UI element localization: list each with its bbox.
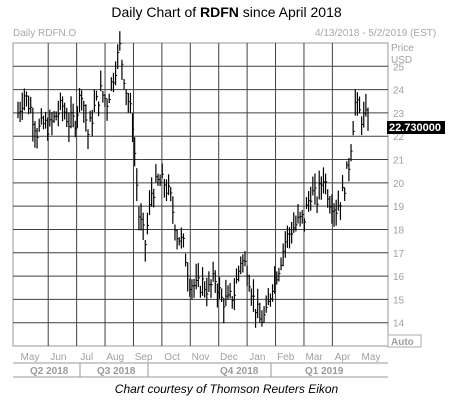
y-tick-label: 22 bbox=[393, 132, 405, 143]
y-axis-label: Price bbox=[391, 43, 414, 54]
quarter-label: Q3 2018 bbox=[97, 366, 136, 377]
y-tick-label: 15 bbox=[393, 295, 405, 306]
last-price-label: 22.730000 bbox=[389, 122, 441, 134]
x-tick-label: May bbox=[362, 352, 381, 363]
x-tick-label: Sep bbox=[135, 352, 153, 363]
y-tick-label: 14 bbox=[393, 319, 405, 330]
y-tick-label: 25 bbox=[393, 62, 405, 73]
y-axis-unit: USD bbox=[391, 55, 412, 66]
date-range: 4/13/2018 - 5/2/2019 (EST) bbox=[315, 28, 437, 39]
x-tick-label: Jun bbox=[50, 352, 66, 363]
title-suffix: since April 2018 bbox=[238, 4, 342, 20]
quarter-label: Q2 2018 bbox=[30, 366, 69, 377]
quarter-label: Q4 2018 bbox=[220, 366, 259, 377]
grid-lines bbox=[13, 43, 388, 346]
x-tick-label: Oct bbox=[164, 352, 180, 363]
y-axis-ticks: 14 15 16 17 18 19 20 21 22 23 24 25 bbox=[393, 62, 405, 329]
y-tick-label: 19 bbox=[393, 202, 405, 213]
y-tick-label: 16 bbox=[393, 272, 405, 283]
y-tick-label: 24 bbox=[393, 86, 405, 97]
quarter-labels: Q2 2018 Q3 2018 Q4 2018 Q1 2019 bbox=[30, 363, 344, 377]
auto-scale-toggle[interactable]: Auto bbox=[387, 334, 422, 348]
x-tick-label: Jan bbox=[249, 352, 265, 363]
y-tick-label: 20 bbox=[393, 179, 405, 190]
y-tick-label: 23 bbox=[393, 109, 405, 120]
x-axis-months: May Jun Jul Aug Sep Oct Nov Dec Jan Feb Mar Apr May bbox=[21, 352, 381, 363]
quarter-band: Q2 2018 Q3 2018 Q4 2018 Q1 2019 bbox=[13, 362, 388, 378]
title-prefix: Daily Chart of bbox=[111, 4, 201, 20]
price-series bbox=[17, 31, 369, 328]
chart-title: Daily Chart of RDFN since April 2018 bbox=[0, 4, 453, 20]
x-tick-label: Jul bbox=[80, 352, 93, 363]
title-ticker: RDFN bbox=[200, 4, 239, 20]
auto-scale-box bbox=[387, 334, 422, 348]
y-tick-label: 21 bbox=[393, 156, 405, 167]
y-tick-label: 17 bbox=[393, 249, 405, 260]
x-tick-label: Dec bbox=[220, 352, 238, 363]
x-tick-label: Mar bbox=[306, 352, 324, 363]
quarter-label: Q1 2019 bbox=[305, 366, 344, 377]
last-price-box bbox=[387, 121, 445, 134]
last-price-marker: 22.730000 bbox=[387, 121, 445, 134]
y-tick-label: 18 bbox=[393, 225, 405, 236]
x-tick-label: Aug bbox=[106, 352, 124, 363]
chart-caption: Chart courtesy of Thomson Reuters Eikon bbox=[114, 382, 339, 396]
x-tick-label: May bbox=[21, 352, 40, 363]
auto-scale-label: Auto bbox=[391, 337, 414, 348]
symbol-label: Daily RDFN.O bbox=[13, 28, 77, 39]
x-tick-label: Apr bbox=[335, 352, 351, 363]
x-tick-label: Feb bbox=[277, 352, 295, 363]
x-tick-label: Nov bbox=[192, 352, 210, 363]
